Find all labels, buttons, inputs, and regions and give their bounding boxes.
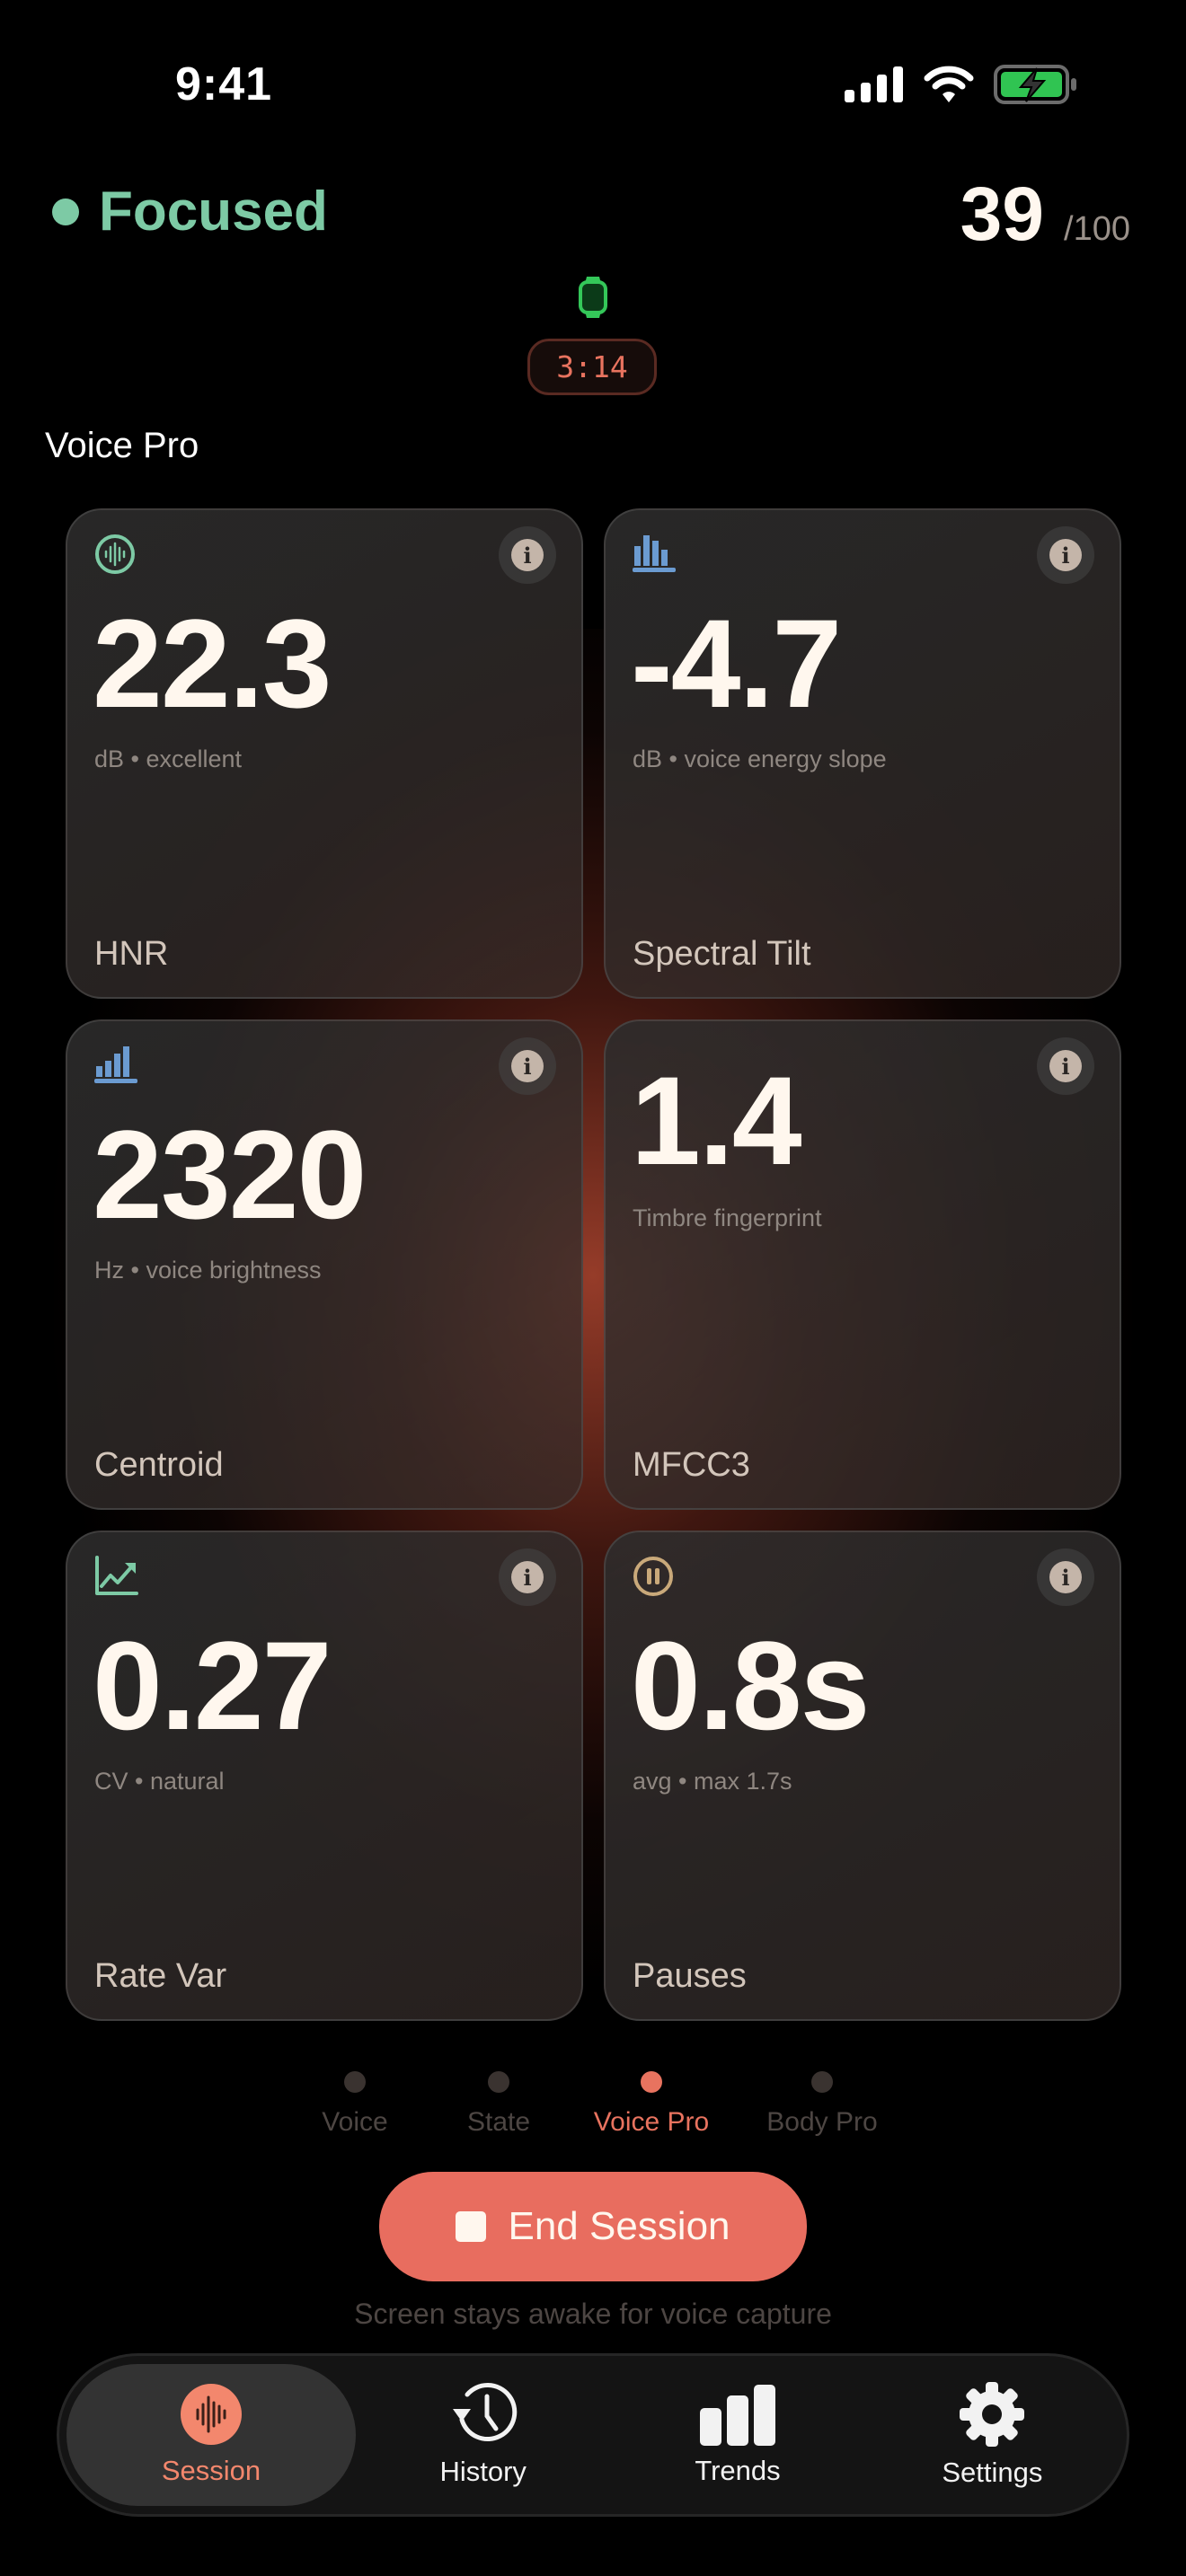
focus-state: Focused (52, 180, 328, 243)
info-icon: i (1049, 1050, 1082, 1082)
cellular-signal-icon (845, 66, 903, 102)
info-button[interactable]: i (1037, 526, 1094, 584)
metric-label: Centroid (94, 1446, 224, 1484)
metric-label: Pauses (633, 1957, 747, 1995)
page-label: Voice (322, 2107, 388, 2137)
metric-subtitle: Hz • voice brightness (94, 1257, 322, 1284)
metric-card-rate-var[interactable]: i 0.27 CV • natural Rate Var (66, 1531, 583, 2021)
trend-chart-icon (95, 1556, 138, 1595)
metric-subtitle: avg • max 1.7s (633, 1768, 792, 1795)
page-dot (811, 2071, 833, 2093)
page-tab-voice-pro[interactable]: Voice Pro (566, 2071, 737, 2138)
page-label: Body Pro (766, 2107, 878, 2137)
metric-value: 0.8s (631, 1615, 870, 1756)
score-value: 39 (960, 172, 1045, 256)
watch-icon (579, 277, 607, 318)
gear-icon (960, 2382, 1025, 2447)
tab-label: Trends (695, 2455, 781, 2486)
end-session-button[interactable]: End Session (379, 2172, 807, 2281)
info-icon: i (1049, 1561, 1082, 1593)
page-label: State (466, 2107, 531, 2137)
info-button[interactable]: i (499, 1037, 556, 1095)
page-tab-body-pro[interactable]: Body Pro (737, 2071, 907, 2138)
metric-subtitle: dB • voice energy slope (633, 745, 887, 772)
tab-bar: Session History Trends Settings (57, 2353, 1129, 2517)
metric-subtitle: CV • natural (94, 1768, 225, 1795)
stop-icon (456, 2211, 487, 2242)
state-indicator-dot (52, 198, 79, 225)
info-icon: i (1049, 539, 1082, 571)
metric-value: 0.27 (93, 1615, 332, 1756)
metric-card-hnr[interactable]: i 22.3 dB • excellent HNR (66, 508, 583, 999)
section-title: Voice Pro (45, 426, 199, 465)
end-session-label: End Session (508, 2204, 730, 2248)
waveform-icon (181, 2384, 242, 2445)
wifi-icon (924, 66, 974, 102)
info-button[interactable]: i (499, 1548, 556, 1606)
page-tab-state[interactable]: State (431, 2071, 566, 2138)
metric-value: 2320 (93, 1104, 367, 1245)
score-max: /100 (1064, 210, 1130, 248)
metric-label: Spectral Tilt (633, 935, 811, 973)
score: 39 /100 (960, 171, 1130, 258)
info-icon: i (511, 539, 544, 571)
info-icon: i (511, 1050, 544, 1082)
page-dot (344, 2071, 366, 2093)
metric-value: -4.7 (631, 593, 842, 734)
waveform-circle-icon (95, 534, 135, 574)
tab-trends[interactable]: Trends (610, 2364, 864, 2506)
metric-card-mfcc3[interactable]: i 1.4 Timbre fingerprint MFCC3 (604, 1019, 1121, 1510)
awake-caption: Screen stays awake for voice capture (354, 2298, 832, 2330)
metric-label: Rate Var (94, 1957, 227, 1995)
info-icon: i (511, 1561, 544, 1593)
metric-label: MFCC3 (633, 1446, 750, 1484)
tab-session[interactable]: Session (66, 2364, 356, 2506)
rising-bars-icon (94, 1046, 137, 1083)
metric-subtitle: Timbre fingerprint (633, 1204, 822, 1231)
pause-circle-icon (633, 1557, 673, 1596)
info-button[interactable]: i (1037, 1037, 1094, 1095)
status-time: 9:41 (175, 58, 273, 110)
history-clock-icon (452, 2383, 517, 2441)
spectrum-bars-icon (633, 535, 676, 572)
state-label: Focused (99, 181, 328, 243)
metric-card-spectral-tilt[interactable]: i -4.7 dB • voice energy slope Spectral … (604, 508, 1121, 999)
page-indicator: Voice State Voice Pro Body Pro (0, 2071, 1186, 2138)
metric-value: 1.4 (631, 1050, 802, 1191)
tab-label: Session (161, 2455, 261, 2486)
page-dot (488, 2071, 509, 2093)
tab-settings[interactable]: Settings (865, 2364, 1120, 2506)
status-icons (845, 65, 1078, 104)
page-dot (641, 2071, 662, 2093)
info-button[interactable]: i (1037, 1548, 1094, 1606)
page-label: Voice Pro (593, 2107, 710, 2137)
metric-subtitle: dB • excellent (94, 745, 243, 772)
battery-charging-icon (994, 65, 1076, 104)
tab-label: History (439, 2456, 527, 2487)
session-timer: 3:14 (527, 339, 657, 395)
metric-label: HNR (94, 935, 169, 973)
tab-history[interactable]: History (356, 2364, 610, 2506)
metric-value: 22.3 (93, 593, 332, 734)
bar-chart-icon (699, 2385, 775, 2446)
page-tab-voice[interactable]: Voice (279, 2071, 431, 2138)
metric-card-pauses[interactable]: i 0.8s avg • max 1.7s Pauses (604, 1531, 1121, 2021)
info-button[interactable]: i (499, 526, 556, 584)
tab-label: Settings (942, 2457, 1043, 2488)
metric-card-centroid[interactable]: i 2320 Hz • voice brightness Centroid (66, 1019, 583, 1510)
